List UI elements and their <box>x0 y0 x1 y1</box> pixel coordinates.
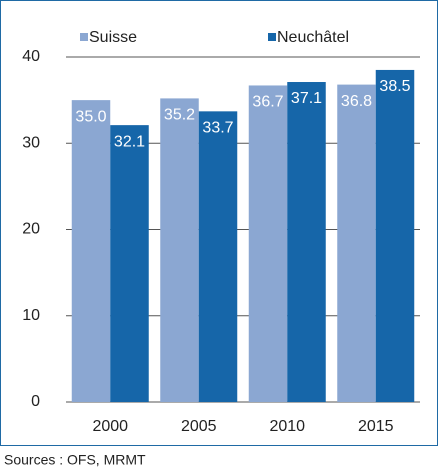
bar <box>287 82 326 402</box>
value-label: 36.8 <box>341 93 372 110</box>
value-label: 35.0 <box>75 108 106 125</box>
value-label: 37.1 <box>291 90 322 107</box>
bar <box>337 84 376 402</box>
x-tick-label: 2000 <box>92 418 128 435</box>
source: Sources : OFS, MRMT <box>4 452 146 468</box>
legend-label: Suisse <box>89 29 137 46</box>
legend-label: Neuchâtel <box>277 29 349 46</box>
y-tick-label: 30 <box>22 134 40 151</box>
x-tick-label: 2015 <box>358 418 394 435</box>
value-label: 33.7 <box>202 120 233 137</box>
x-tick-label: 2005 <box>181 418 217 435</box>
legend-swatch <box>268 33 276 41</box>
bar <box>110 125 149 402</box>
y-tick-label: 10 <box>22 307 40 324</box>
value-label: 36.7 <box>252 94 283 111</box>
y-tick-label: 0 <box>31 393 40 410</box>
bar <box>160 98 199 403</box>
bar <box>375 69 415 402</box>
y-tick-label: 40 <box>22 48 40 65</box>
value-label: 35.2 <box>164 107 195 124</box>
legend-swatch <box>80 33 88 41</box>
x-tick-label: 2010 <box>269 418 305 435</box>
value-label: 32.1 <box>114 133 145 150</box>
value-label: 38.5 <box>379 78 410 95</box>
bar <box>198 111 238 403</box>
bar <box>71 100 111 402</box>
chart-frame <box>0 0 438 446</box>
bar <box>248 85 288 403</box>
y-tick-label: 20 <box>22 221 40 238</box>
